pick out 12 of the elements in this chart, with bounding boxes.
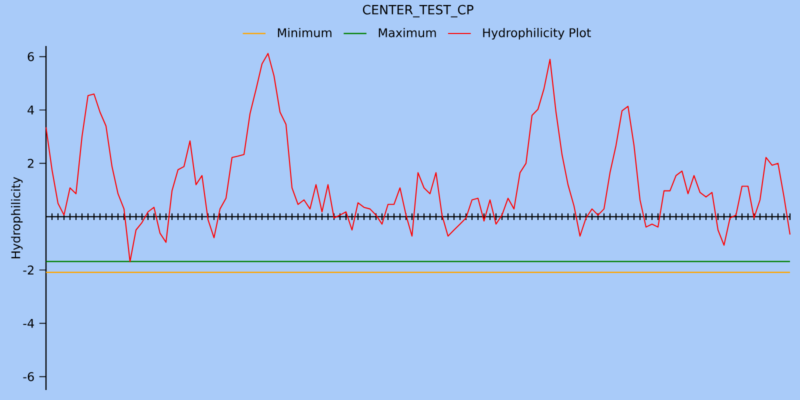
- y-tick-label: -4: [23, 318, 34, 328]
- legend-label: Minimum: [278, 28, 332, 38]
- y-axis-title: Hydrophilicity: [11, 176, 23, 258]
- y-tick-label: -2: [23, 266, 34, 274]
- y-tick-label: 2: [28, 158, 34, 168]
- y-tick-label: 4: [28, 106, 34, 114]
- y-tick-label: -6: [23, 372, 34, 382]
- y-tick-label: 6: [28, 52, 34, 62]
- legend-label: Maximum: [378, 28, 436, 38]
- chart-title: CENTER_TEST_CP: [362, 4, 474, 18]
- legend-label: Hydrophilicity Plot: [483, 28, 591, 40]
- line-series: [45, 52, 791, 262]
